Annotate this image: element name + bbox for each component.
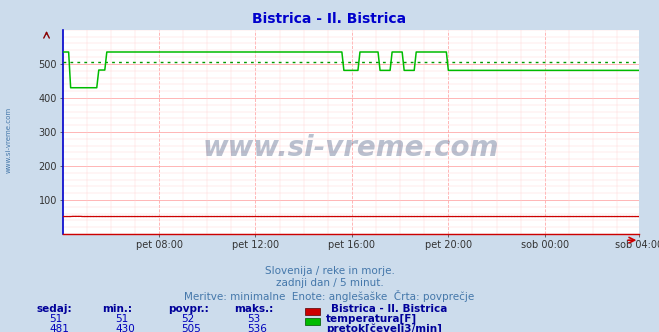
Text: min.:: min.: <box>102 304 132 314</box>
Text: 52: 52 <box>181 314 194 324</box>
Text: 430: 430 <box>115 324 135 332</box>
Text: www.si-vreme.com: www.si-vreme.com <box>203 134 499 162</box>
Text: Slovenija / reke in morje.: Slovenija / reke in morje. <box>264 266 395 276</box>
Text: zadnji dan / 5 minut.: zadnji dan / 5 minut. <box>275 278 384 288</box>
Text: www.si-vreme.com: www.si-vreme.com <box>5 106 11 173</box>
Text: sedaj:: sedaj: <box>36 304 72 314</box>
Text: maks.:: maks.: <box>234 304 273 314</box>
Text: 481: 481 <box>49 324 69 332</box>
Text: pretok[čevelj3/min]: pretok[čevelj3/min] <box>326 324 442 332</box>
Text: Bistrica - Il. Bistrica: Bistrica - Il. Bistrica <box>331 304 448 314</box>
Text: 505: 505 <box>181 324 201 332</box>
Text: povpr.:: povpr.: <box>168 304 209 314</box>
Text: 51: 51 <box>115 314 129 324</box>
Text: 51: 51 <box>49 314 63 324</box>
Text: temperatura[F]: temperatura[F] <box>326 314 417 324</box>
Text: 536: 536 <box>247 324 267 332</box>
Text: Bistrica - Il. Bistrica: Bistrica - Il. Bistrica <box>252 12 407 26</box>
Text: 53: 53 <box>247 314 260 324</box>
Text: Meritve: minimalne  Enote: anglešaške  Črta: povprečje: Meritve: minimalne Enote: anglešaške Črt… <box>185 290 474 301</box>
